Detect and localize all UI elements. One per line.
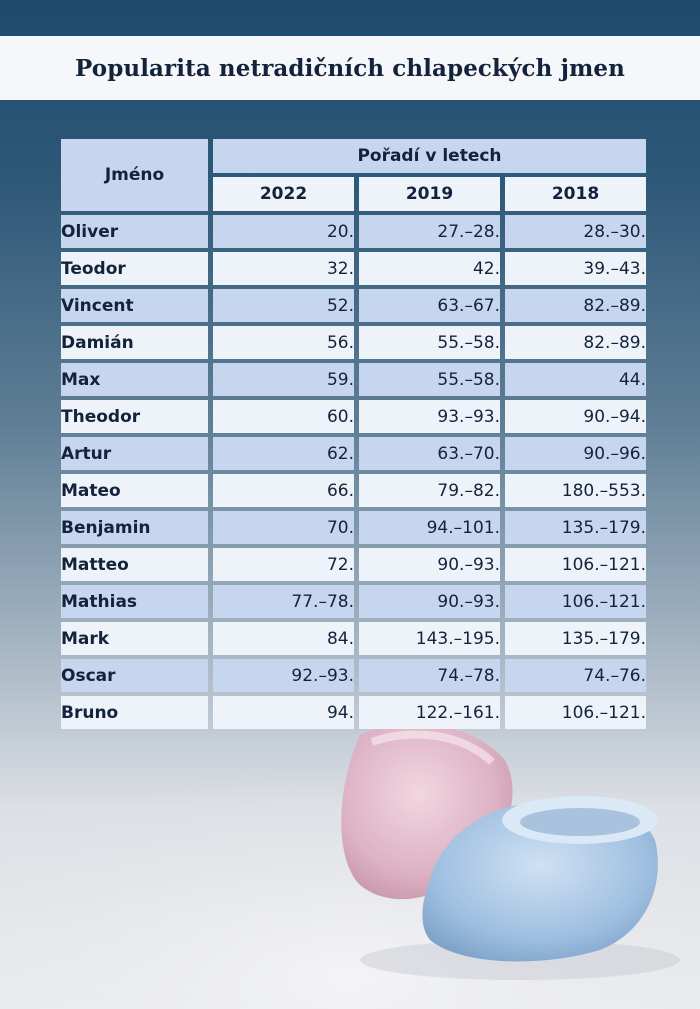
name-cell: Benjamin — [61, 511, 208, 544]
name-cell: Damián — [61, 326, 208, 359]
table-body: Oliver 20. 27.–28. 28.–30. Teodor 32. 42. 39.–4… — [61, 215, 646, 729]
rank-cell-2018: 90.–96. — [505, 437, 646, 470]
rank-cell-2019: 42. — [359, 252, 500, 285]
rank-cell-2018: 74.–76. — [505, 659, 646, 692]
name-column-header: Jméno — [61, 139, 208, 211]
name-cell: Mathias — [61, 585, 208, 618]
name-cell: Bruno — [61, 696, 208, 729]
table-row: Oliver 20. 27.–28. 28.–30. — [61, 215, 646, 248]
rank-cell-2022: 32. — [213, 252, 354, 285]
rank-cell-2019: 94.–101. — [359, 511, 500, 544]
rank-cell-2022: 56. — [213, 326, 354, 359]
blue-bootie — [422, 796, 658, 962]
rank-cell-2022: 84. — [213, 622, 354, 655]
rank-cell-2019: 79.–82. — [359, 474, 500, 507]
rank-cell-2019: 122.–161. — [359, 696, 500, 729]
rank-cell-2019: 63.–67. — [359, 289, 500, 322]
rank-cell-2022: 20. — [213, 215, 354, 248]
table-row: Mark 84. 143.–195. 135.–179. — [61, 622, 646, 655]
name-cell: Teodor — [61, 252, 208, 285]
name-cell: Oscar — [61, 659, 208, 692]
rank-cell-2018: 135.–179. — [505, 622, 646, 655]
rank-cell-2018: 106.–121. — [505, 548, 646, 581]
table-row: Benjamin 70. 94.–101. 135.–179. — [61, 511, 646, 544]
table-row: Mathias 77.–78. 90.–93. 106.–121. — [61, 585, 646, 618]
rank-cell-2018: 82.–89. — [505, 289, 646, 322]
table-row: Oscar 92.–93. 74.–78. 74.–76. — [61, 659, 646, 692]
table-row: Artur 62. 63.–70. 90.–96. — [61, 437, 646, 470]
rank-cell-2022: 94. — [213, 696, 354, 729]
table-row: Damián 56. 55.–58. 82.–89. — [61, 326, 646, 359]
name-cell: Mark — [61, 622, 208, 655]
rank-cell-2018: 90.–94. — [505, 400, 646, 433]
table-row: Max 59. 55.–58. 44. — [61, 363, 646, 396]
title-bar: Popularita netradičních chlapeckých jmen — [0, 36, 700, 100]
rank-cell-2022: 70. — [213, 511, 354, 544]
table-row: Bruno 94. 122.–161. 106.–121. — [61, 696, 646, 729]
ranking-table: Jméno Pořadí v letech 2022 2019 2018 Oli… — [56, 135, 651, 733]
year-header-2018: 2018 — [505, 177, 646, 211]
name-cell: Artur — [61, 437, 208, 470]
rank-cell-2018: 82.–89. — [505, 326, 646, 359]
rank-cell-2022: 52. — [213, 289, 354, 322]
rank-cell-2019: 90.–93. — [359, 548, 500, 581]
name-cell: Vincent — [61, 289, 208, 322]
table-row: Theodor 60. 93.–93. 90.–94. — [61, 400, 646, 433]
rank-cell-2019: 55.–58. — [359, 326, 500, 359]
rank-cell-2019: 74.–78. — [359, 659, 500, 692]
rank-cell-2022: 59. — [213, 363, 354, 396]
name-cell: Oliver — [61, 215, 208, 248]
name-cell: Max — [61, 363, 208, 396]
rank-cell-2018: 135.–179. — [505, 511, 646, 544]
rank-cell-2019: 93.–93. — [359, 400, 500, 433]
rank-cell-2022: 72. — [213, 548, 354, 581]
rank-cell-2018: 106.–121. — [505, 696, 646, 729]
table-row: Vincent 52. 63.–67. 82.–89. — [61, 289, 646, 322]
rank-cell-2022: 66. — [213, 474, 354, 507]
rank-cell-2018: 28.–30. — [505, 215, 646, 248]
rank-cell-2022: 60. — [213, 400, 354, 433]
rank-cell-2018: 180.–553. — [505, 474, 646, 507]
years-group-header: Pořadí v letech — [213, 139, 646, 173]
table-row: Matteo 72. 90.–93. 106.–121. — [61, 548, 646, 581]
rank-cell-2019: 90.–93. — [359, 585, 500, 618]
year-header-2022: 2022 — [213, 177, 354, 211]
year-header-2019: 2019 — [359, 177, 500, 211]
rank-cell-2019: 63.–70. — [359, 437, 500, 470]
rank-cell-2019: 143.–195. — [359, 622, 500, 655]
name-cell: Theodor — [61, 400, 208, 433]
rank-cell-2018: 106.–121. — [505, 585, 646, 618]
rank-cell-2022: 77.–78. — [213, 585, 354, 618]
table-row: Mateo 66. 79.–82. 180.–553. — [61, 474, 646, 507]
rank-cell-2019: 27.–28. — [359, 215, 500, 248]
page-title: Popularita netradičních chlapeckých jmen — [74, 54, 625, 82]
rank-cell-2022: 92.–93. — [213, 659, 354, 692]
name-cell: Matteo — [61, 548, 208, 581]
rank-cell-2022: 62. — [213, 437, 354, 470]
rank-cell-2019: 55.–58. — [359, 363, 500, 396]
rank-cell-2018: 44. — [505, 363, 646, 396]
rank-cell-2018: 39.–43. — [505, 252, 646, 285]
name-cell: Mateo — [61, 474, 208, 507]
table-row: Teodor 32. 42. 39.–43. — [61, 252, 646, 285]
